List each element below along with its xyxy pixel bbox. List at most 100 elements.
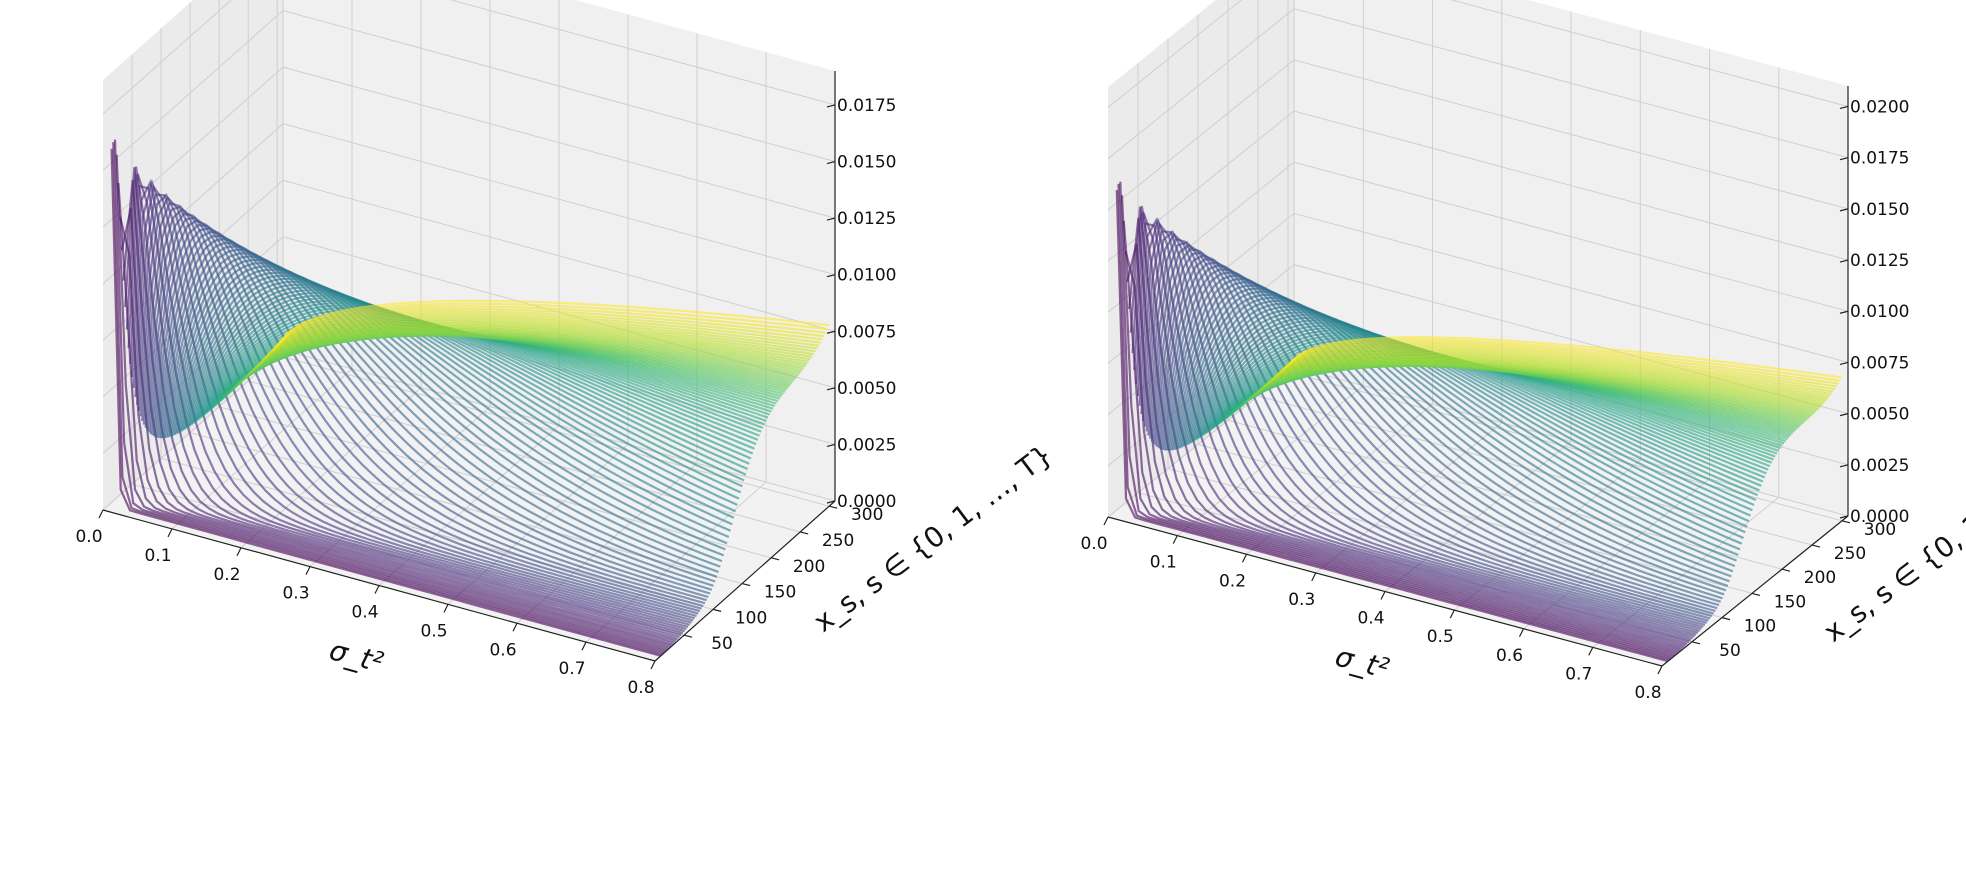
z-tick-mark xyxy=(826,387,836,391)
z-tick-mark xyxy=(1839,464,1849,468)
x-tick-label: 0.0 xyxy=(75,527,102,547)
x-tick-label: 0.8 xyxy=(1634,683,1661,703)
curve-line xyxy=(1140,221,1693,640)
curve-line xyxy=(176,274,728,545)
z-tick-mark xyxy=(826,217,836,221)
curve-line xyxy=(168,258,719,573)
y-axis-line xyxy=(654,500,836,662)
curve-line xyxy=(255,327,806,368)
x-tick-label: 0.1 xyxy=(144,546,171,566)
curve-line xyxy=(112,142,663,656)
x-axis-label: σ_t² xyxy=(1332,639,1393,685)
curve-line xyxy=(1175,290,1729,587)
curve-line xyxy=(115,154,667,653)
curve-line xyxy=(110,148,662,657)
curve-line xyxy=(1279,348,1832,396)
curve-line xyxy=(1177,293,1730,583)
x-tick-mark xyxy=(236,547,242,557)
grid-line-z xyxy=(1107,110,1849,262)
curve-line xyxy=(190,297,742,494)
grid-line-z xyxy=(102,0,836,115)
x-tick-label: 0.3 xyxy=(282,584,309,604)
y-tick-label: 200 xyxy=(793,557,825,577)
x-tick-mark xyxy=(1103,516,1109,526)
curve-line xyxy=(279,299,830,344)
grid-line-z xyxy=(102,9,836,171)
curve-line xyxy=(1131,205,1685,649)
curve-line xyxy=(124,167,675,644)
curve-line xyxy=(1277,350,1830,398)
curve-line xyxy=(127,173,679,640)
curve-line xyxy=(1152,247,1706,626)
z-tick-label: 0.0175 xyxy=(1850,149,1909,169)
curve-line xyxy=(156,234,708,602)
y-tick-mark xyxy=(1751,592,1761,597)
y-tick-mark xyxy=(712,608,722,612)
curve-line xyxy=(1290,336,1843,379)
curve-line xyxy=(1180,299,1734,573)
curve-line xyxy=(1189,314,1743,545)
curve-line xyxy=(122,179,673,646)
curve-line xyxy=(274,307,825,350)
x-tick-mark xyxy=(512,622,518,632)
x-tick-label: 0.8 xyxy=(627,678,654,698)
curve-line xyxy=(153,227,704,608)
curve-line xyxy=(178,277,730,539)
z-tick-label: 0.0050 xyxy=(837,379,896,399)
curve-line xyxy=(1284,342,1837,388)
x-tick-mark xyxy=(581,641,587,651)
x-tick-label: 0.4 xyxy=(1357,609,1384,629)
z-tick-mark xyxy=(826,500,836,504)
curve-line xyxy=(268,314,820,355)
curve-line xyxy=(134,184,685,633)
y-tick-label: 150 xyxy=(1774,592,1806,612)
curve-line xyxy=(1133,212,1686,647)
curve-line xyxy=(1282,344,1836,391)
curve-line xyxy=(1200,329,1753,512)
curve-line xyxy=(1191,316,1745,540)
curve-line xyxy=(1186,308,1739,557)
curve-line xyxy=(181,283,733,526)
grid-line-z xyxy=(1107,8,1849,160)
curve-line xyxy=(1136,217,1690,644)
curves xyxy=(1115,181,1843,663)
x-tick-label: 0.5 xyxy=(420,621,447,641)
curve-line xyxy=(192,299,743,488)
curve-line xyxy=(125,166,677,642)
y-tick-label: 100 xyxy=(735,608,767,628)
y-tick-mark xyxy=(770,557,780,561)
x-tick-mark xyxy=(1172,535,1178,544)
curve-line xyxy=(1205,336,1759,497)
z-tick-mark xyxy=(1839,208,1849,212)
curve-line xyxy=(119,216,670,649)
x-tick-mark xyxy=(1588,647,1594,656)
y-tick-label: 250 xyxy=(822,531,854,551)
z-tick-mark xyxy=(1839,515,1849,519)
z-tick-mark xyxy=(1839,310,1849,314)
curve-line xyxy=(1184,305,1737,562)
curve-line xyxy=(170,261,721,568)
curve-line xyxy=(1117,183,1671,661)
curves xyxy=(110,139,830,657)
y-tick-label: 300 xyxy=(1864,520,1896,540)
curve-line xyxy=(1159,261,1713,618)
y-tick-label: 200 xyxy=(1804,568,1836,588)
curve-line xyxy=(1203,334,1757,502)
grid-line-z xyxy=(102,123,836,285)
grid-line-z xyxy=(1107,212,1849,364)
z-tick-label: 0.0075 xyxy=(1850,353,1909,373)
curve-line xyxy=(188,294,740,500)
curve-line xyxy=(267,316,818,357)
z-tick-mark xyxy=(826,274,836,278)
curve-line xyxy=(154,230,706,605)
x-tick-label: 0.4 xyxy=(351,603,378,623)
curve-line xyxy=(1119,181,1672,660)
y-tick-mark xyxy=(1841,520,1851,524)
curve-line xyxy=(1270,356,1823,406)
curve-line xyxy=(1120,195,1674,658)
y-tick-label: 300 xyxy=(851,505,883,525)
x-tick-mark xyxy=(1449,609,1455,619)
curve-line xyxy=(117,183,668,651)
